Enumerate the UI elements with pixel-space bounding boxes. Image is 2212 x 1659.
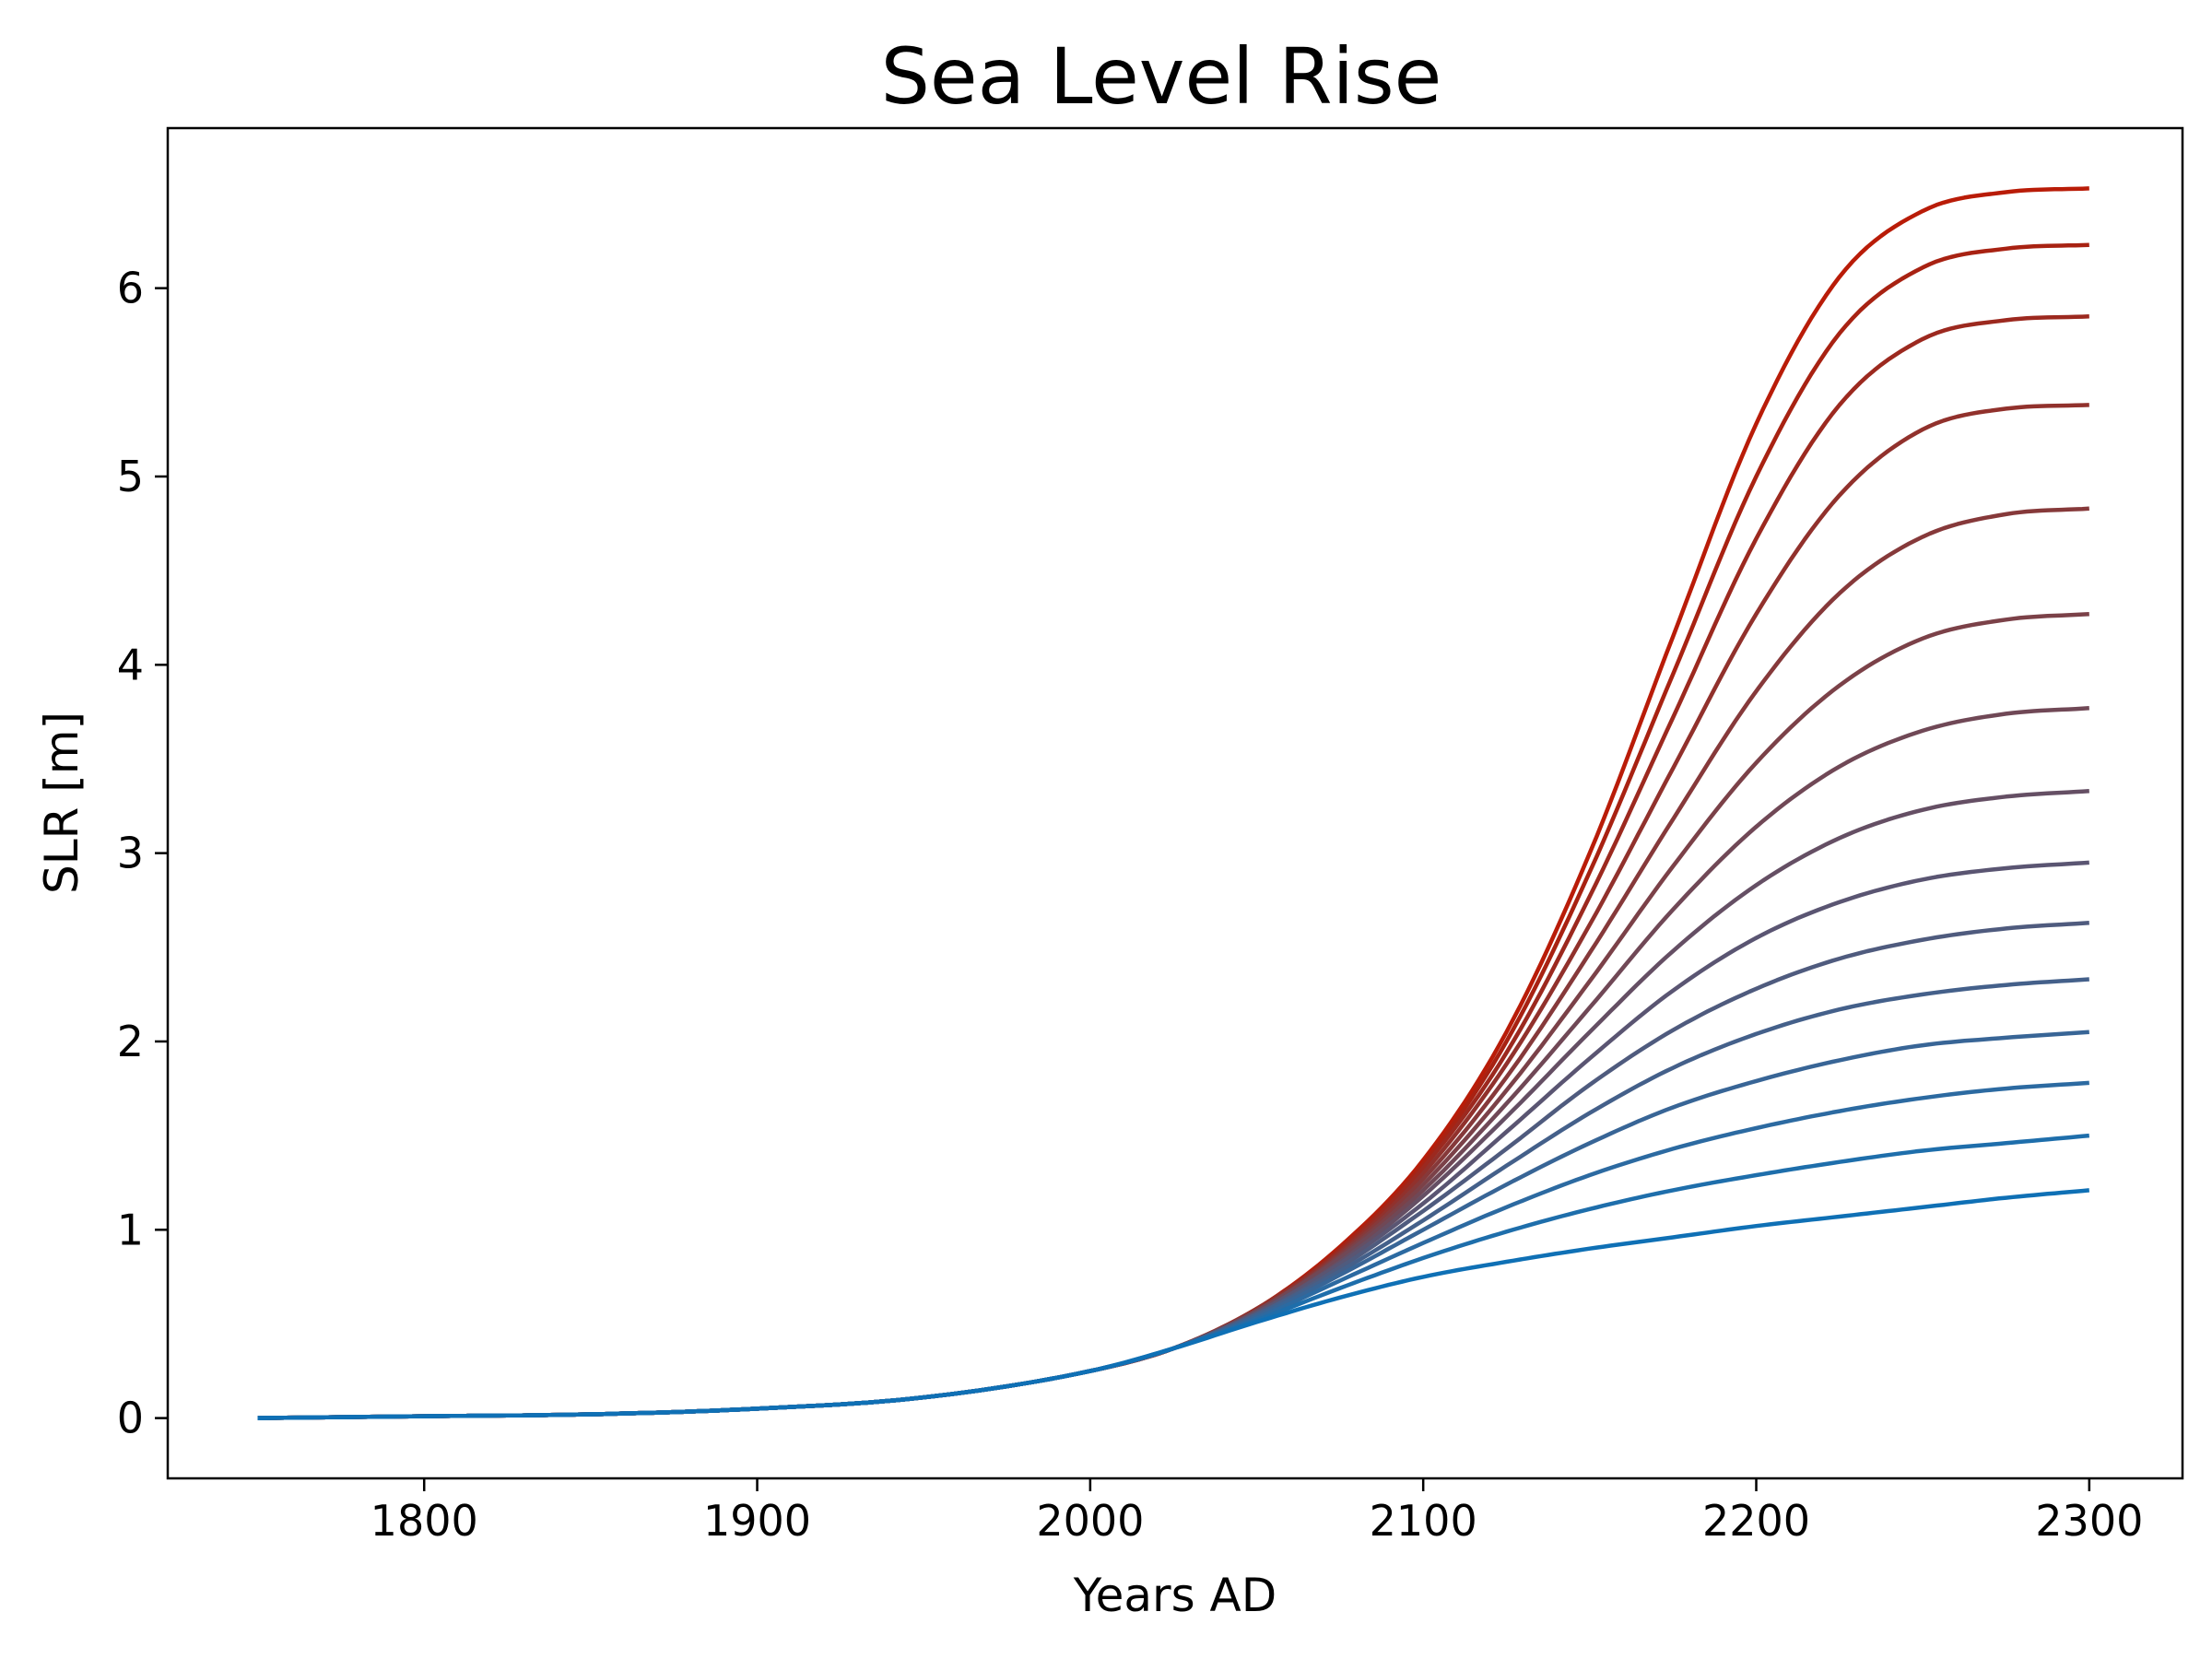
y-tick-label: 6 [117, 264, 144, 313]
series-line-7 [257, 860, 2089, 1420]
series-line-8 [257, 788, 2089, 1420]
y-tick-label: 0 [117, 1394, 144, 1443]
series-line-3 [257, 1080, 2089, 1420]
series-line-1 [257, 1188, 2090, 1420]
y-tick-label: 5 [117, 452, 144, 501]
y-axis-label: SLR [m] [35, 712, 88, 894]
series-line-11 [257, 506, 2089, 1420]
plot-frame [166, 126, 2184, 1480]
series-layer [257, 186, 2090, 1420]
x-tick-label: 1900 [703, 1496, 811, 1546]
x-axis: 1800 1900 2000 2100 2200 2300 [371, 1478, 2143, 1546]
x-tick-label: 2300 [2035, 1496, 2143, 1546]
x-tick-label: 2200 [1702, 1496, 1810, 1546]
y-tick-label: 3 [117, 829, 144, 878]
x-tick-label: 2100 [1370, 1496, 1477, 1546]
series-line-9 [257, 706, 2089, 1420]
y-tick-label: 4 [117, 640, 144, 689]
y-axis: 0 1 2 3 4 5 6 [117, 264, 168, 1443]
series-line-6 [257, 920, 2089, 1420]
series-line-2 [257, 1133, 2090, 1420]
y-tick-label: 2 [117, 1017, 144, 1066]
chart-title: Sea Level Rise [881, 31, 1442, 122]
series-line-14 [257, 242, 2089, 1420]
x-axis-label: Years AD [1073, 1569, 1277, 1622]
y-tick-label: 1 [117, 1205, 144, 1254]
x-tick-label: 1800 [371, 1496, 478, 1546]
x-tick-label: 2000 [1036, 1496, 1144, 1546]
series-line-5 [257, 977, 2089, 1420]
series-line-13 [257, 314, 2089, 1420]
series-line-4 [257, 1030, 2089, 1420]
